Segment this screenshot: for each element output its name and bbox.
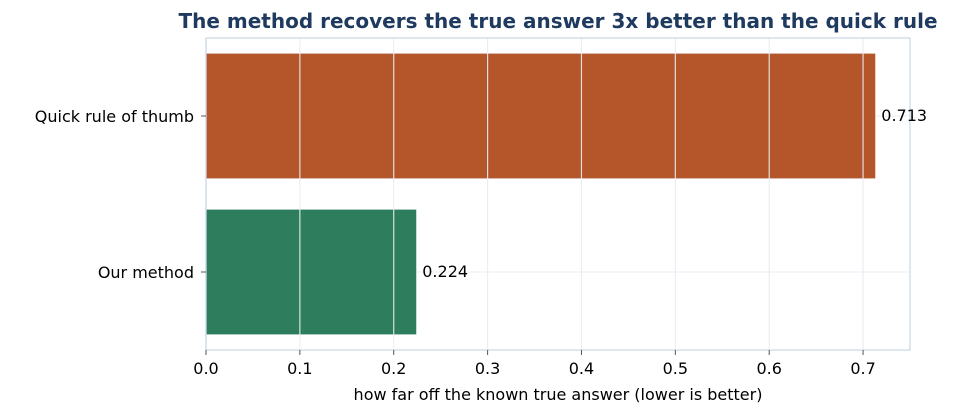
plot-frame	[205, 37, 911, 351]
value-label: 0.713	[881, 106, 927, 125]
bar	[206, 209, 417, 335]
y-tick-label: Our method	[98, 263, 194, 282]
x-tick-label: 0.6	[756, 359, 781, 378]
x-tick-label: 0.1	[287, 359, 312, 378]
x-tick-label: 0.0	[193, 359, 218, 378]
y-tick-label: Quick rule of thumb	[35, 107, 194, 126]
plot-area: 0.0 0.1 0.2 0.3 0.4 0.5 0.6 0.7 Quick rule of th…	[35, 37, 927, 378]
x-tick-label: 0.4	[569, 359, 594, 378]
x-tick-label: 0.3	[475, 359, 500, 378]
chart-title: The method recovers the true answer 3x b…	[178, 9, 937, 33]
x-tick-label: 0.7	[850, 359, 875, 378]
x-axis-label: how far off the known true answer (lower…	[354, 385, 763, 404]
x-tick-label: 0.5	[663, 359, 688, 378]
bar	[206, 53, 876, 179]
x-tick-label: 0.2	[381, 359, 406, 378]
value-label: 0.224	[422, 262, 468, 281]
